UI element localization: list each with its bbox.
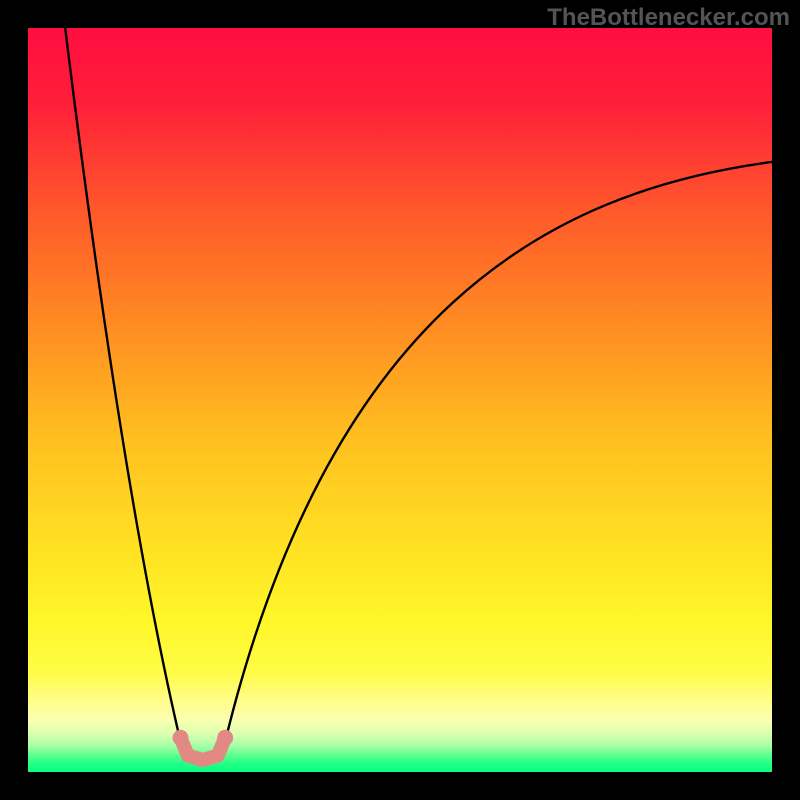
plot-area: [28, 28, 772, 772]
left-curve: [65, 28, 184, 757]
bottleneck-marker-dot-0: [173, 730, 189, 746]
right-curve: [221, 162, 772, 757]
bottleneck-marker-dot-1: [217, 730, 233, 746]
curve-layer: [28, 28, 772, 772]
chart-container: TheBottlenecker.com: [0, 0, 800, 800]
watermark-text: TheBottlenecker.com: [547, 4, 790, 32]
